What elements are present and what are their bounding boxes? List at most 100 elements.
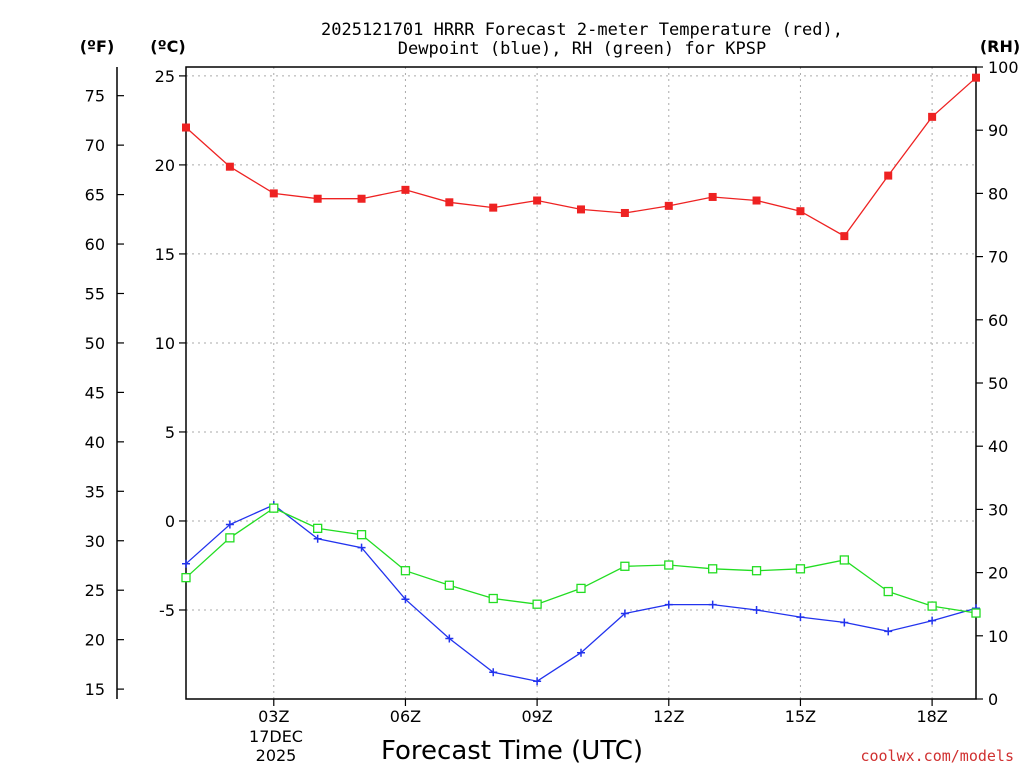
dewpoint-point <box>664 600 673 609</box>
celsius-tick-label: 10 <box>155 334 175 353</box>
credit-label: coolwx.com/models <box>860 747 1014 765</box>
fahrenheit-tick-label: 75 <box>85 87 105 106</box>
temperature-point <box>445 198 454 207</box>
celsius-tick-label: 25 <box>155 67 175 86</box>
celsius-tick-label: 15 <box>155 245 175 264</box>
temperature-point <box>269 189 278 198</box>
dewpoint-point <box>928 616 937 625</box>
dewpoint-point <box>620 609 629 618</box>
relative-humidity-line <box>185 507 977 614</box>
temperature-point <box>533 196 542 205</box>
rh-tick-label: 40 <box>988 437 1008 456</box>
dewpoint-point <box>489 668 498 677</box>
x-tick-label: 18Z <box>916 707 947 726</box>
plot-frame <box>185 66 977 700</box>
x-tick-label: 12Z <box>653 707 684 726</box>
relative-humidity-point <box>708 564 718 574</box>
temperature-point <box>972 73 980 82</box>
x-tick-label: 15Z <box>785 707 816 726</box>
temperature-point <box>357 194 366 203</box>
temperature-point <box>401 185 410 194</box>
dewpoint-point <box>752 605 761 614</box>
fahrenheit-tick-label: 35 <box>85 482 105 501</box>
celsius-unit-label: (ºC) <box>150 37 185 56</box>
relative-humidity-point <box>400 566 411 576</box>
temperature-point <box>489 203 498 212</box>
chart-title-line1: 2025121701 HRRR Forecast 2-meter Tempera… <box>321 20 843 40</box>
dewpoint-point <box>225 520 234 529</box>
fahrenheit-tick-label: 25 <box>85 581 105 600</box>
rh-tick-label: 80 <box>988 184 1008 203</box>
relative-humidity-point <box>576 583 586 594</box>
relative-humidity-point <box>532 599 542 609</box>
fahrenheit-tick-label: 50 <box>85 334 105 353</box>
x-tick-label: 06Z <box>390 707 421 726</box>
dewpoint-point <box>577 648 585 657</box>
dewpoint-point <box>796 613 805 622</box>
rh-tick-label: 70 <box>988 248 1008 267</box>
grid-lines <box>186 67 976 699</box>
fahrenheit-tick-label: 45 <box>85 383 105 402</box>
dewpoint-point <box>708 600 717 609</box>
relative-humidity-point <box>883 586 893 597</box>
fahrenheit-tick-label: 55 <box>85 284 105 303</box>
dewpoint-point <box>357 543 366 552</box>
temperature-point <box>796 207 805 216</box>
temperature-point <box>708 192 717 201</box>
series-layer <box>181 73 981 686</box>
x-axis-label: Forecast Time (UTC) <box>381 736 643 766</box>
relative-humidity-point <box>620 561 630 571</box>
dewpoint-point <box>401 595 410 604</box>
rh-tick-label: 60 <box>988 311 1008 330</box>
temperature-point <box>313 194 322 203</box>
temperature-point <box>752 196 761 205</box>
rh-tick-label: 10 <box>988 627 1008 646</box>
fahrenheit-tick-label: 20 <box>85 631 105 650</box>
relative-humidity-point <box>839 555 849 565</box>
temperature-point <box>225 162 234 171</box>
fahrenheit-tick-label: 30 <box>85 532 105 551</box>
relative-humidity-point <box>927 601 937 611</box>
rh-tick-label: 30 <box>988 500 1008 519</box>
dewpoint-point <box>182 559 190 568</box>
dewpoint-point <box>840 618 849 627</box>
relative-humidity-point <box>313 523 323 534</box>
dewpoint-point <box>313 534 322 543</box>
x-tick-label: 09Z <box>521 707 552 726</box>
relative-humidity-point <box>751 566 762 576</box>
celsius-tick-label: -5 <box>159 601 175 620</box>
relative-humidity-point <box>181 573 191 583</box>
rh-tick-label: 50 <box>988 374 1008 393</box>
temperature-point <box>620 208 629 217</box>
relative-humidity-point <box>664 560 674 570</box>
relative-humidity-point <box>444 580 454 590</box>
celsius-tick-label: 0 <box>165 512 175 531</box>
relative-humidity-point <box>488 593 498 604</box>
rh-tick-label: 0 <box>988 690 998 709</box>
temperature-point <box>664 201 673 210</box>
relative-humidity-point <box>269 503 279 513</box>
fahrenheit-tick-label: 65 <box>85 186 105 205</box>
relative-humidity-point <box>225 533 235 543</box>
date-label-day: 17DEC <box>249 727 303 746</box>
x-tick-label: 03Z <box>258 707 289 726</box>
temperature-point <box>928 112 937 121</box>
temperature-point <box>577 205 585 214</box>
dewpoint-point <box>445 634 454 643</box>
celsius-tick-label: 5 <box>165 423 175 442</box>
temperature-point <box>840 232 849 241</box>
chart-title-line2: Dewpoint (blue), RH (green) for KPSP <box>398 39 766 59</box>
fahrenheit-tick-label: 60 <box>85 235 105 254</box>
axis-ticks: 03Z 06Z 09Z 12Z 15Z 18Z2520151050-57570656055… <box>85 58 1019 726</box>
fahrenheit-tick-label: 40 <box>85 433 105 452</box>
rh-tick-label: 90 <box>988 121 1008 140</box>
temperature-point <box>884 171 893 180</box>
celsius-tick-label: 20 <box>155 156 175 175</box>
date-label-year: 2025 <box>256 746 297 765</box>
dewpoint-point <box>884 627 893 636</box>
relative-humidity-point <box>795 564 806 574</box>
rh-tick-label: 20 <box>988 564 1008 583</box>
temperature-point <box>182 123 190 132</box>
relative-humidity-point <box>971 608 981 618</box>
